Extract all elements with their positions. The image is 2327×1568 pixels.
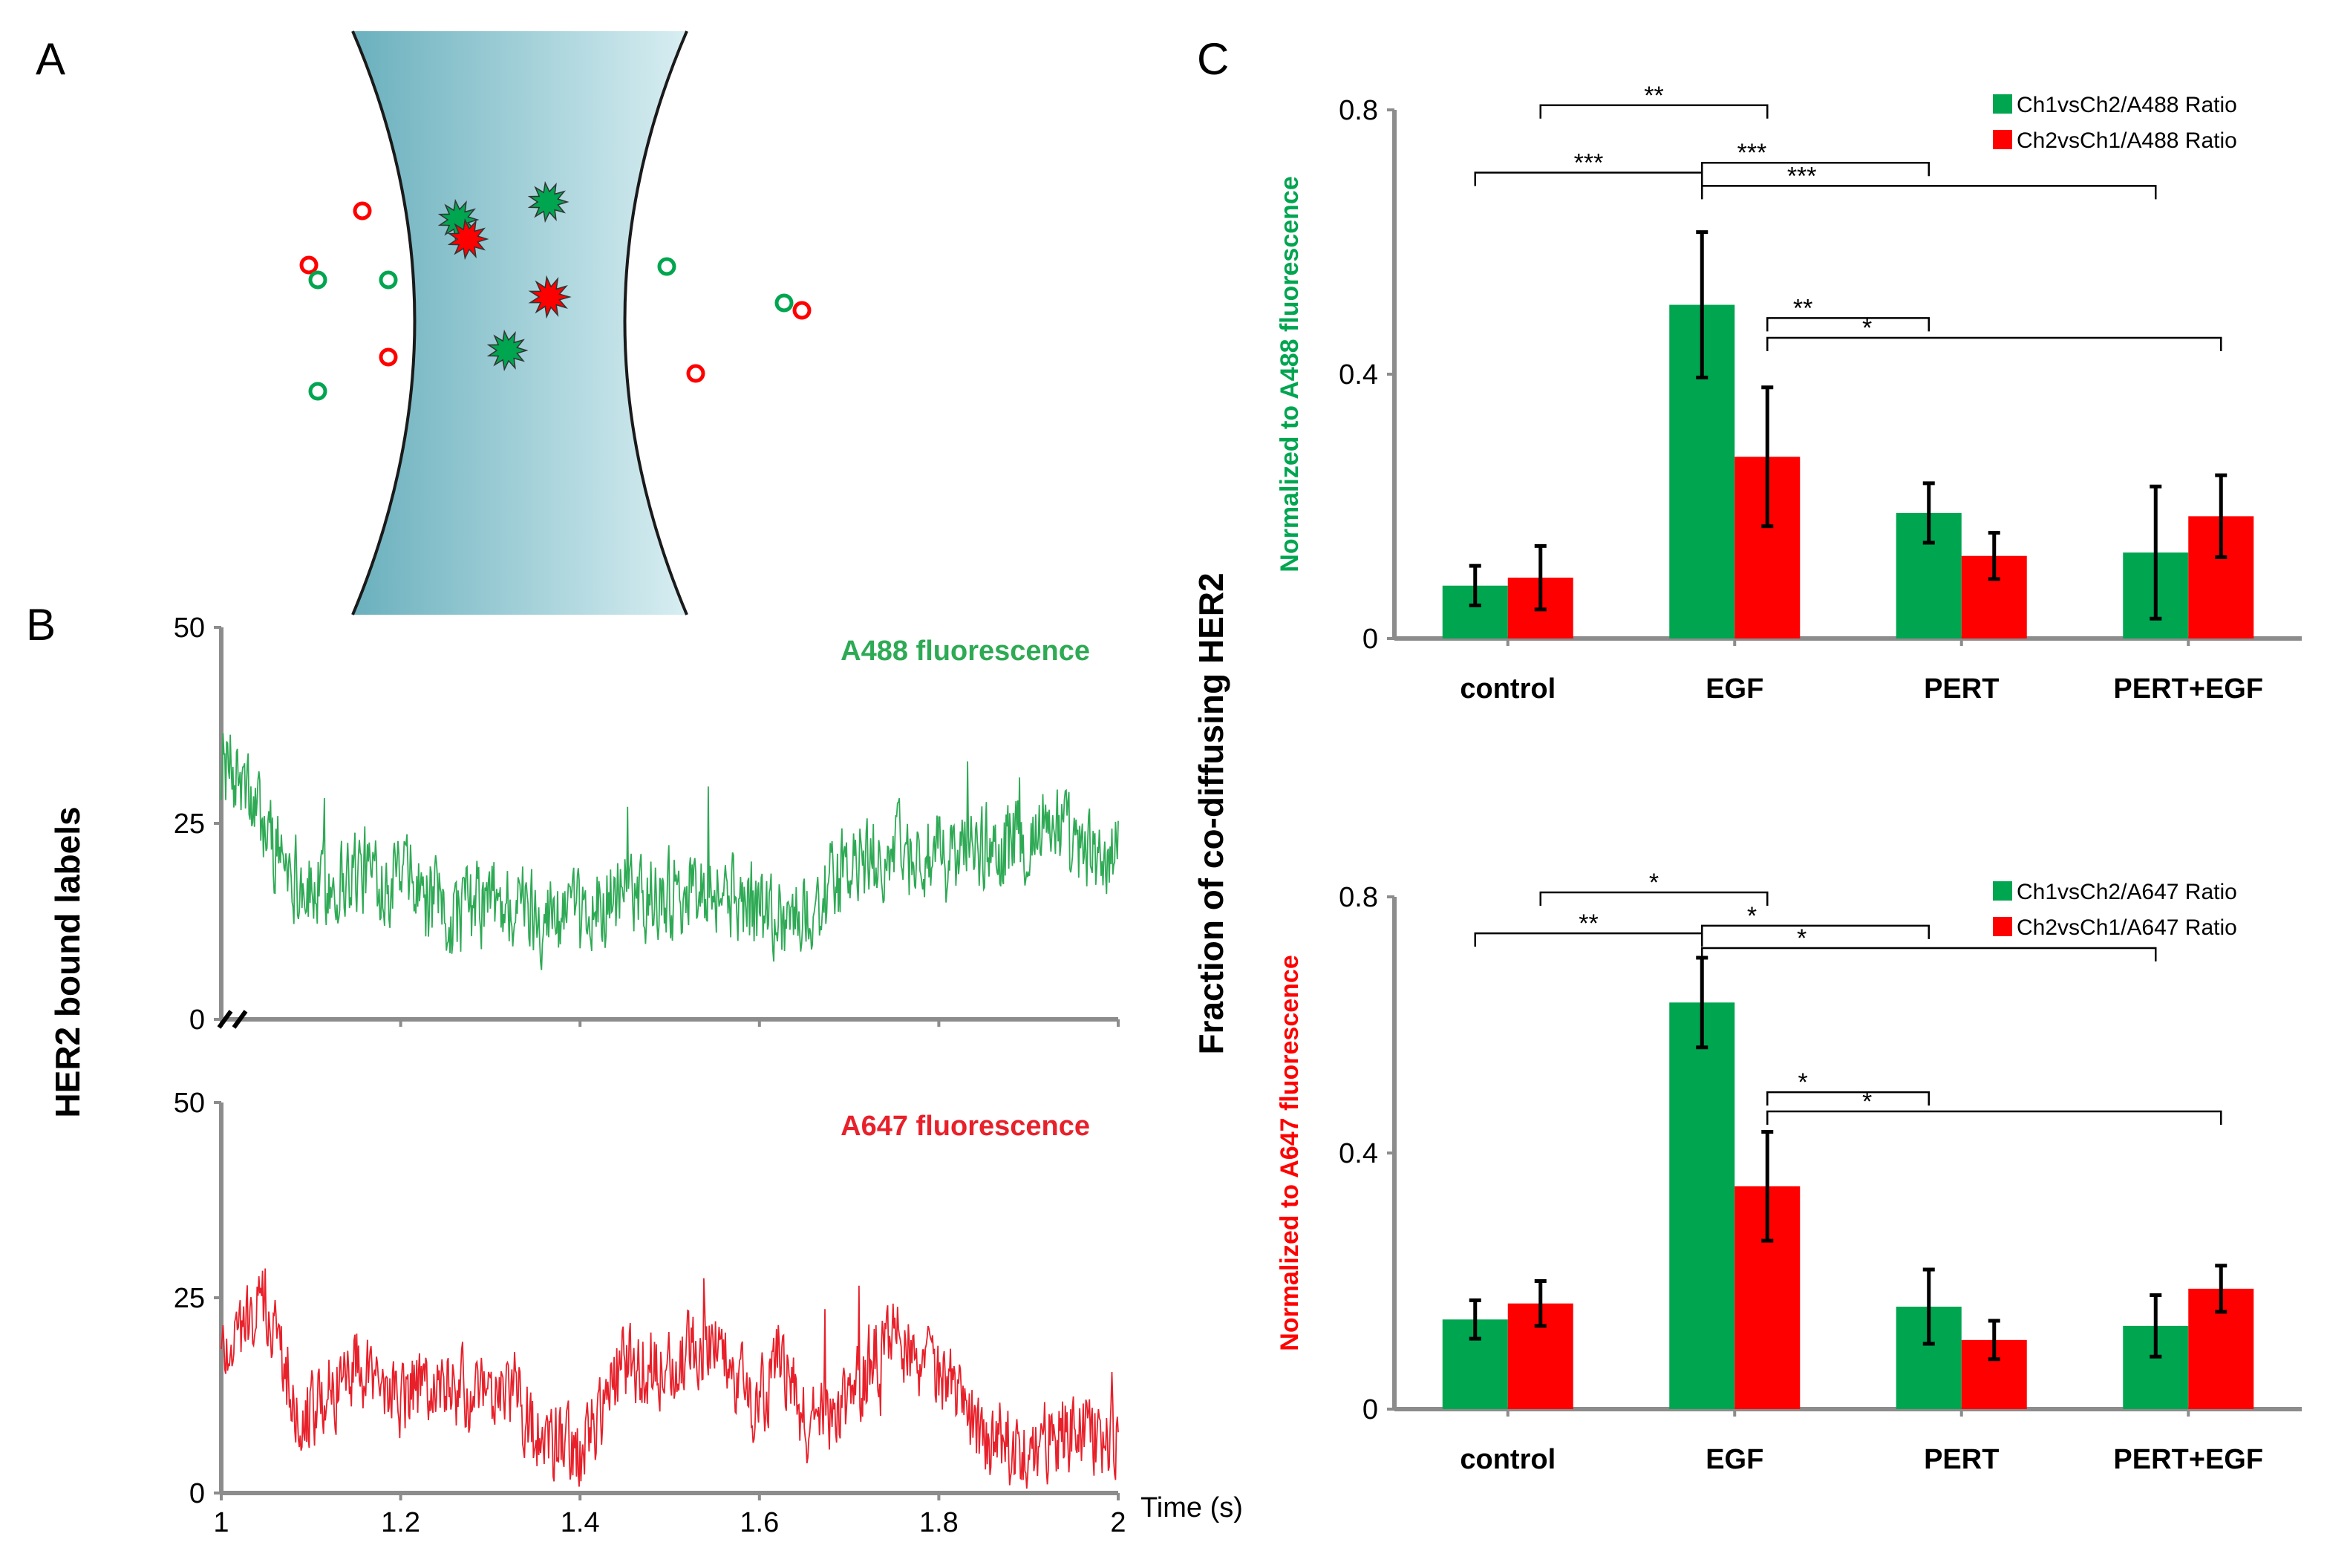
legend-swatch <box>1993 94 2012 114</box>
y-tick-label: 25 <box>174 1283 205 1314</box>
significance-stars: * <box>1649 869 1659 897</box>
green-free-label-icon <box>657 257 676 276</box>
green-free-label-icon <box>379 270 398 290</box>
green-free-label-icon <box>308 270 327 290</box>
significance-stars: *** <box>1574 149 1604 177</box>
green-bound-label-icon <box>527 180 569 223</box>
y-tick-label: 0 <box>189 1004 205 1036</box>
y-tick-label: 0 <box>1362 624 1378 655</box>
green-free-label-icon <box>774 293 794 313</box>
y-tick-label: 0.4 <box>1339 359 1378 391</box>
x-axis-label: Time (s) <box>1140 1492 1243 1523</box>
significance-stars: * <box>1797 924 1807 953</box>
red-bound-label-icon <box>528 275 572 319</box>
y-tick-label: 50 <box>174 612 205 644</box>
green-free-label-icon <box>308 382 327 401</box>
x-tick-label: 2 <box>1110 1507 1126 1538</box>
significance-stars: * <box>1747 902 1757 930</box>
red-free-label-icon <box>686 364 705 383</box>
panel-label-b: B <box>26 600 56 650</box>
laser-focus-beam <box>353 31 687 615</box>
red-free-label-icon <box>379 347 398 367</box>
y-tick-label: 50 <box>174 1088 205 1119</box>
category-label: PERT <box>1924 1444 1999 1475</box>
red-free-label-icon <box>299 255 319 275</box>
x-tick-label: 1.8 <box>919 1507 959 1538</box>
legend-swatch <box>1993 917 2012 936</box>
significance-bracket <box>1474 932 1703 947</box>
fluorescence-trace-line <box>221 733 1119 970</box>
bar-green <box>1669 1002 1735 1409</box>
beam-edge-left <box>351 30 417 615</box>
category-label: EGF <box>1706 673 1763 705</box>
y-tick-label: 25 <box>174 808 205 840</box>
legend-swatch <box>1993 130 2012 149</box>
y-tick-label: 0.4 <box>1339 1138 1378 1169</box>
axis-break-mark <box>232 1010 248 1029</box>
panel-c-shared-y-label: Fraction of co-diffusing HER2 <box>1192 572 1230 1054</box>
legend-label: Ch1vsCh2/A488 Ratio <box>2017 93 2237 117</box>
category-label: control <box>1460 1444 1556 1475</box>
x-tick-label: 1.4 <box>561 1507 600 1538</box>
traces-y-axis-label: HER2 bound labels <box>48 806 87 1117</box>
significance-bracket <box>1539 891 1769 906</box>
significance-bracket <box>1701 947 2157 961</box>
focal-volume-schematic <box>299 30 812 615</box>
significance-stars: ** <box>1644 82 1663 110</box>
beam-edge-right <box>623 30 688 615</box>
bar-chart-y-axis-label: Normalized to A647 fluorescence <box>1276 955 1304 1350</box>
panel-label-c: C <box>1197 34 1229 84</box>
fluorescence-traces: HER2 bound labels 0 25 50 A488 fluorescence… <box>48 612 1243 1538</box>
significance-stars: ** <box>1579 909 1598 938</box>
y-tick-label: 0 <box>189 1478 205 1509</box>
y-tick-label: 0.8 <box>1339 95 1378 126</box>
bar-chart-y-axis-label: Normalized to A488 fluorescence <box>1276 176 1304 572</box>
green-bound-label-icon <box>486 329 529 372</box>
significance-stars: ** <box>1793 294 1812 322</box>
category-label: PERT <box>1924 673 1999 705</box>
significance-stars: * <box>1862 314 1872 342</box>
significance-bracket <box>1766 1110 2222 1125</box>
category-label: control <box>1460 673 1556 705</box>
significance-bracket <box>1701 924 1930 939</box>
significance-bracket <box>1474 172 1703 186</box>
legend-label: Ch2vsCh1/A647 Ratio <box>2017 915 2237 940</box>
significance-bracket <box>1539 104 1769 119</box>
panel-label-a: A <box>36 34 65 84</box>
legend-swatch <box>1993 881 2012 901</box>
significance-stars: * <box>1798 1068 1807 1097</box>
axis-break-mark <box>217 1010 233 1029</box>
significance-bracket <box>1766 336 2222 352</box>
significance-bracket <box>1766 1091 1930 1106</box>
red-free-label-icon <box>353 201 372 220</box>
red-free-label-icon <box>792 301 812 320</box>
trace-title: A647 fluorescence <box>841 1111 1090 1142</box>
significance-bracket <box>1701 185 2157 200</box>
x-tick-label: 1 <box>213 1507 229 1538</box>
y-tick-label: 0 <box>1362 1394 1378 1425</box>
co-diffusion-bar-charts: Fraction of co-diffusing HER2 0 0.4 0.8 Nor… <box>1192 82 2302 1475</box>
legend-label: Ch2vsCh1/A488 Ratio <box>2017 128 2237 153</box>
category-label: PERT+EGF <box>2113 1444 2263 1475</box>
significance-bracket <box>1766 317 1930 332</box>
significance-stars: *** <box>1737 139 1767 167</box>
y-tick-label: 0.8 <box>1339 882 1378 913</box>
x-tick-label: 1.6 <box>740 1507 779 1538</box>
x-tick-label: 1.2 <box>381 1507 420 1538</box>
category-label: PERT+EGF <box>2113 673 2263 705</box>
fluorescence-trace-line <box>221 1268 1119 1489</box>
legend-label: Ch1vsCh2/A647 Ratio <box>2017 880 2237 904</box>
red-bound-label-icon <box>447 218 489 261</box>
trace-title: A488 fluorescence <box>841 636 1090 667</box>
category-label: EGF <box>1706 1444 1763 1475</box>
significance-stars: *** <box>1787 162 1817 190</box>
significance-stars: * <box>1862 1088 1872 1116</box>
significance-bracket <box>1701 161 1930 177</box>
